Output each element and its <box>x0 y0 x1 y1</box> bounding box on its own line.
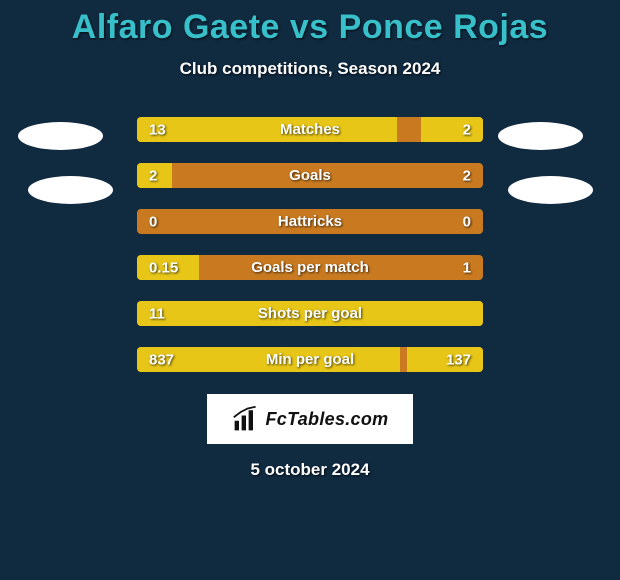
stat-value-right: 0 <box>463 213 471 230</box>
stat-fill-left <box>137 117 397 142</box>
avatar-right-2 <box>508 176 593 204</box>
stat-row: 11 Shots per goal <box>137 301 483 326</box>
stat-value-left: 11 <box>149 305 165 322</box>
footer-date: 5 october 2024 <box>0 460 620 480</box>
stat-label: Hattricks <box>278 213 342 230</box>
avatar-left-1 <box>18 122 103 150</box>
stat-value-left: 13 <box>149 121 166 138</box>
logo-text: FcTables.com <box>266 409 389 430</box>
stat-value-left: 837 <box>149 351 174 368</box>
comparison-infographic: Alfaro Gaete vs Ponce Rojas Club competi… <box>0 0 620 580</box>
stat-rows: 13 Matches 2 2 Goals 2 0 Hattricks 0 0.1… <box>0 117 620 372</box>
barchart-icon <box>232 405 260 433</box>
logo-box: FcTables.com <box>207 394 413 444</box>
stat-value-left: 2 <box>149 167 157 184</box>
page-subtitle: Club competitions, Season 2024 <box>0 59 620 79</box>
stat-row: 13 Matches 2 <box>137 117 483 142</box>
stat-value-right: 2 <box>463 167 471 184</box>
stat-row: 0 Hattricks 0 <box>137 209 483 234</box>
stat-label: Shots per goal <box>258 305 362 322</box>
stat-row: 0.15 Goals per match 1 <box>137 255 483 280</box>
stat-label: Matches <box>280 121 340 138</box>
stat-label: Goals <box>289 167 331 184</box>
stat-value-right: 1 <box>463 259 471 276</box>
stat-value-right: 137 <box>446 351 471 368</box>
stat-fill-right <box>407 347 483 372</box>
page-title: Alfaro Gaete vs Ponce Rojas <box>0 0 620 47</box>
stat-value-left: 0.15 <box>149 259 178 276</box>
stat-label: Min per goal <box>266 351 354 368</box>
stat-value-right: 2 <box>463 121 471 138</box>
stat-value-left: 0 <box>149 213 157 230</box>
stat-fill-right <box>421 117 483 142</box>
avatar-left-2 <box>28 176 113 204</box>
stat-label: Goals per match <box>251 259 369 276</box>
avatar-right-1 <box>498 122 583 150</box>
stat-row: 2 Goals 2 <box>137 163 483 188</box>
stat-row: 837 Min per goal 137 <box>137 347 483 372</box>
